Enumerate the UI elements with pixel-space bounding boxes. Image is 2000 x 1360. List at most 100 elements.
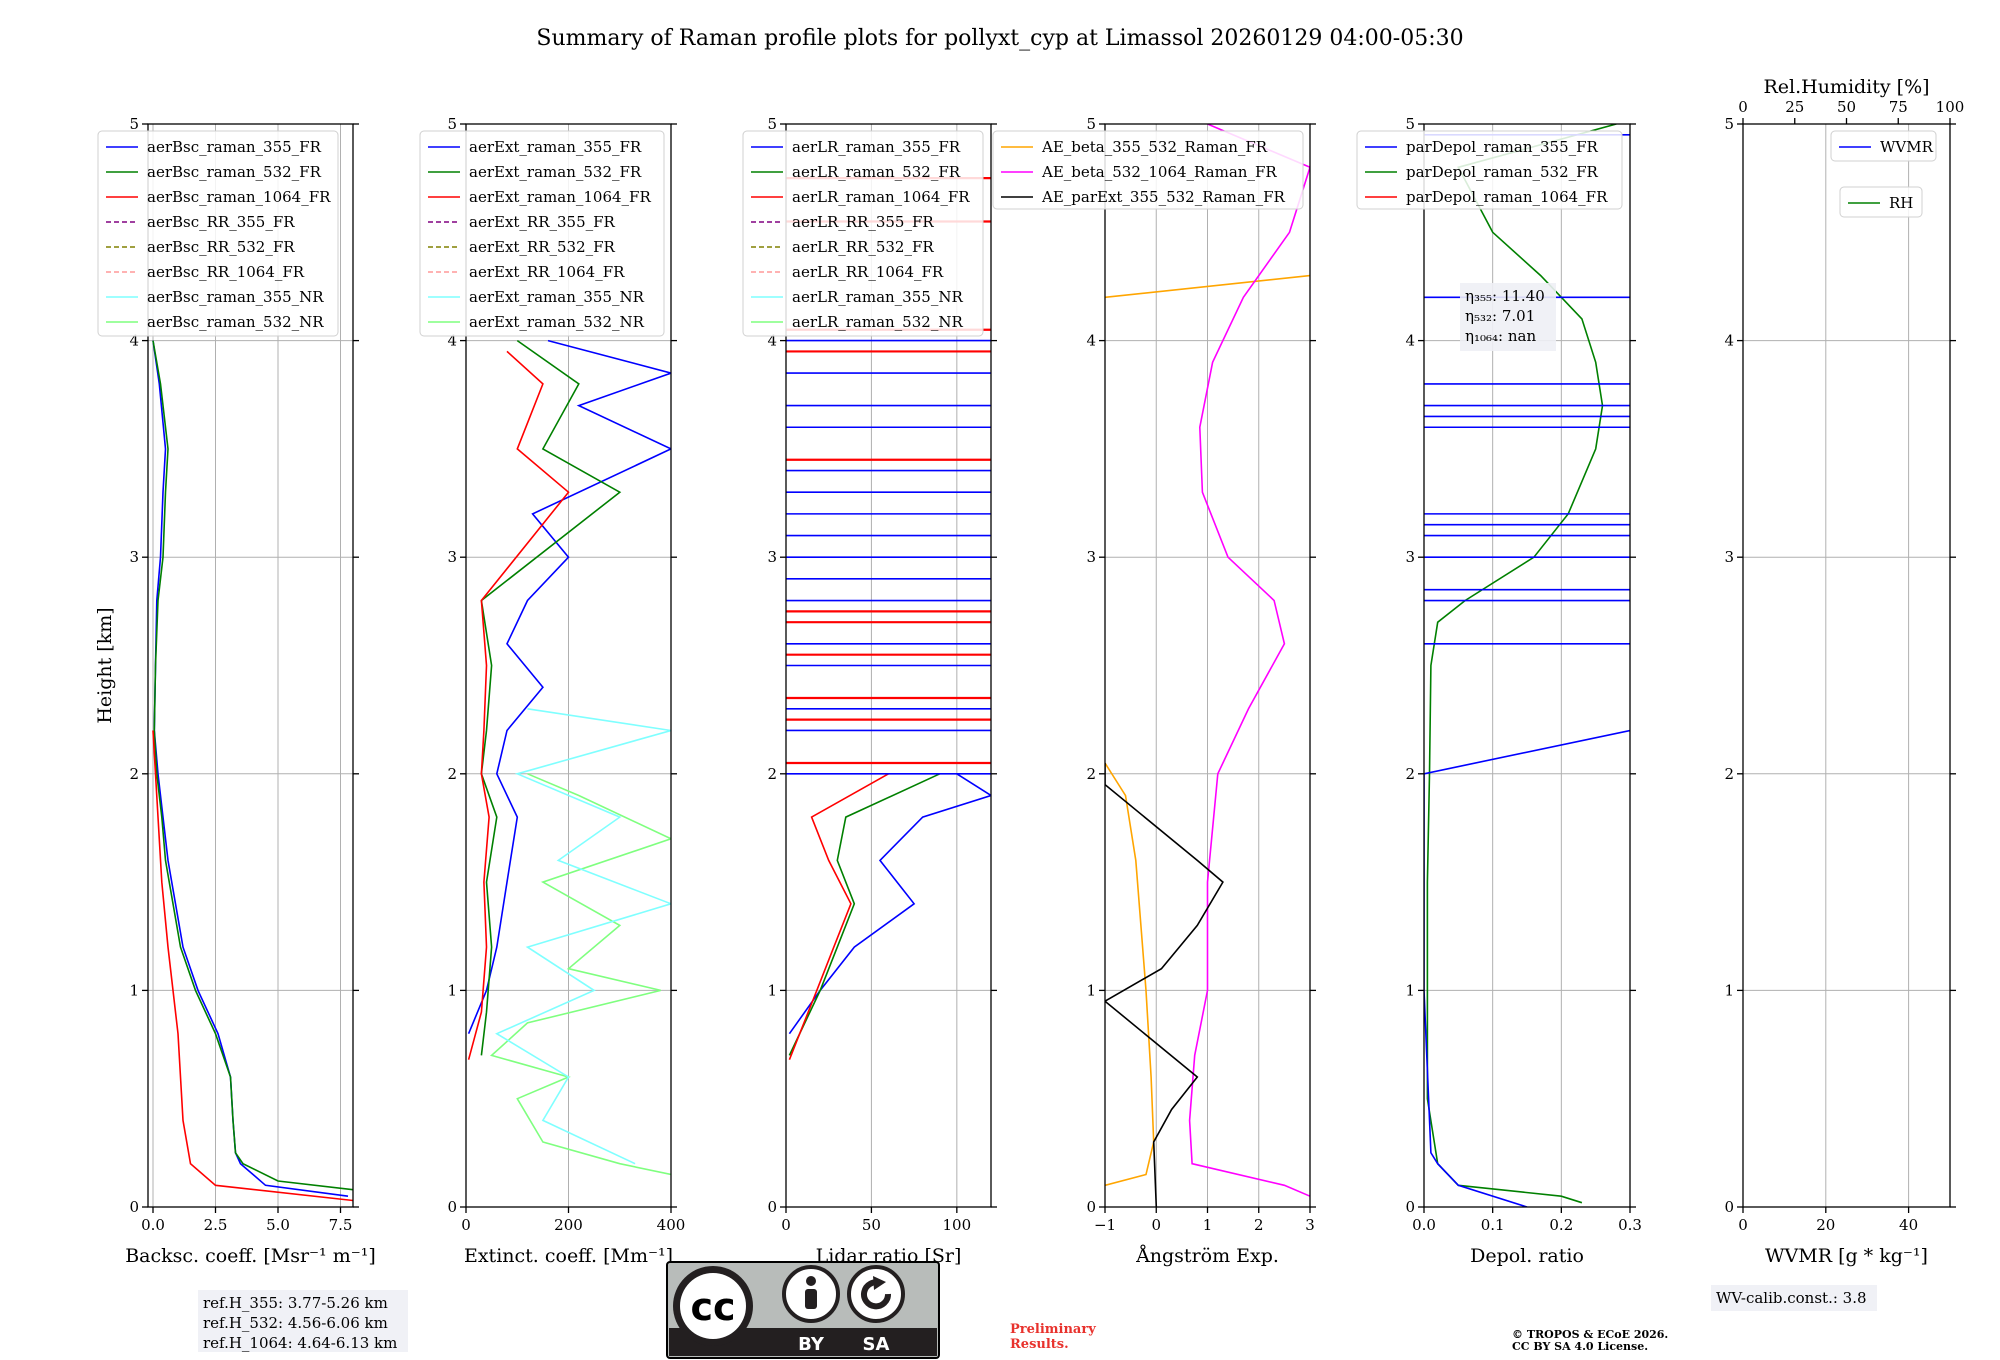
series-group: [786, 177, 991, 1060]
top-x-axis-label: Rel.Humidity [%]: [1763, 76, 1929, 98]
legend-wvmr: WVMR: [1830, 130, 1937, 162]
legend-frame: [1830, 130, 1937, 162]
y-tick-label: 2: [1086, 765, 1096, 783]
x-tick-label: 1: [1203, 1216, 1213, 1234]
series-line-aerLR_raman_355_FR: [788, 773, 991, 1035]
y-tick-label: 0: [1086, 1198, 1096, 1216]
y-tick-label: 3: [1724, 548, 1734, 566]
series-line-aerLR_raman_532_FR: [788, 773, 941, 1056]
x-tick-label: 7.5: [329, 1216, 353, 1234]
top-x-tick-label: 75: [1889, 98, 1908, 116]
y-tick-label: 4: [1724, 332, 1734, 350]
y-tick-label: 2: [447, 765, 457, 783]
y-tick-label: 1: [129, 981, 139, 999]
panel-wvmr: 0 20 40 0 1 2 3 4 5 WVMR [g * kg⁻¹] 0 25 50 75 100 Rel.…: [1711, 76, 1964, 1311]
legend-label: aerExt_raman_532_FR: [469, 163, 642, 181]
legend-lidar_ratio: aerLR_raman_355_FR aerLR_raman_532_FR aerL…: [742, 130, 984, 337]
y-tick-label: 5: [1405, 115, 1415, 133]
legend-label: aerLR_raman_532_FR: [792, 163, 961, 181]
top-x-tick-label: 25: [1785, 98, 1804, 116]
legend-label: aerBsc_raman_532_FR: [147, 163, 322, 181]
y-tick-label: 5: [1724, 115, 1734, 133]
series-line-parDepol_raman_355_FR: [1424, 729, 1630, 1207]
y-tick-label: 1: [767, 981, 777, 999]
series-group: [152, 340, 353, 1202]
legend-label: aerLR_raman_532_NR: [792, 313, 963, 331]
y-tick-label: 1: [447, 981, 457, 999]
x-tick-label: 50: [862, 1216, 881, 1234]
legend-frame: [742, 130, 984, 337]
cc-icon-text: cc: [690, 1285, 735, 1329]
legend-extinction: aerExt_raman_355_FR aerExt_raman_532_FRae…: [419, 130, 665, 337]
axes-frame: [147, 123, 354, 1208]
axes-frame: [785, 123, 992, 1208]
person-body-icon: [805, 1289, 817, 1309]
y-tick-label: 3: [1405, 548, 1415, 566]
legend-label: aerExt_raman_355_NR: [469, 288, 645, 306]
copyright-line-1: © TROPOS & ECoE 2026.: [1512, 1328, 1668, 1341]
y-tick-label: 5: [129, 115, 139, 133]
legend-label: aerLR_raman_355_FR: [792, 138, 961, 156]
x-tick-label: 200: [554, 1216, 583, 1234]
y-tick-label: 0: [1724, 1198, 1734, 1216]
series-group: [1105, 124, 1310, 1207]
series-line-aerLR_raman_1064_FR: [788, 773, 889, 1060]
legend-label: aerBsc_raman_355_FR: [147, 138, 322, 156]
cc-license-badge[interactable]: cc BY SA: [666, 1261, 940, 1359]
legend-label: aerExt_raman_355_FR: [469, 138, 642, 156]
cc-inner-circle: [680, 1273, 746, 1339]
x-tick-label: 0: [461, 1216, 471, 1234]
x-axis-label: Backsc. coeff. [Msr⁻¹ m⁻¹]: [125, 1245, 376, 1267]
series-line-AE_parExt_355_532_Raman_FR: [1105, 763, 1224, 1207]
annotation-box: [1460, 283, 1556, 351]
legend-rh: RH: [1839, 186, 1923, 218]
series-line-AE_beta_355_532_Raman_FR: [1105, 762, 1155, 1187]
series-line-AE_beta_532_1064_Raman_FR: [1188, 124, 1310, 1197]
axes-frame: [1742, 123, 1951, 1208]
cc-by-label: BY: [798, 1334, 825, 1355]
legend-label: AE_beta_355_532_Raman_FR: [1041, 138, 1268, 156]
series-line-aerExt_raman_532_NR: [489, 773, 671, 1176]
legend-label: aerLR_raman_355_NR: [792, 288, 963, 306]
annotation-box: [1711, 1285, 1877, 1311]
cc-sa-label: SA: [863, 1334, 890, 1355]
y-tick-label: 5: [447, 115, 457, 133]
y-tick-label: 3: [447, 548, 457, 566]
copyright-line-2: CC BY SA 4.0 License.: [1512, 1340, 1648, 1353]
legend-frame: [992, 130, 1304, 210]
y-tick-label: 2: [1724, 765, 1734, 783]
legend-label: aerBsc_RR_355_FR: [147, 213, 295, 231]
legend-label: AE_parExt_355_532_Raman_FR: [1041, 188, 1286, 206]
x-tick-label: 0.2: [1549, 1216, 1573, 1234]
series-line-aerBsc_raman_532_FR: [152, 340, 353, 1191]
legend-label: WVMR: [1880, 138, 1934, 156]
x-tick-label: 400: [657, 1216, 686, 1234]
series-group: [467, 339, 671, 1176]
x-tick-label: 5.0: [266, 1216, 290, 1234]
y-tick-label: 0: [1405, 1198, 1415, 1216]
x-axis-label: Extinct. coeff. [Mm⁻¹]: [464, 1245, 673, 1267]
y-tick-label: 1: [1405, 981, 1415, 999]
series-line-aerExt_raman_355_FR: [467, 339, 671, 1035]
legend-depol: parDepol_raman_355_FR parDepol_raman_532_…: [1356, 130, 1623, 210]
x-tick-label: 0.3: [1618, 1216, 1642, 1234]
share-alike-arc-icon: [861, 1279, 892, 1310]
legend-label: aerBsc_RR_532_FR: [147, 238, 295, 256]
share-alike-arrow-icon: [873, 1276, 886, 1290]
legend-label: AE_beta_532_1064_Raman_FR: [1041, 163, 1277, 181]
y-tick-label: 2: [1405, 765, 1415, 783]
legend-frame: [419, 130, 665, 337]
y-tick-label: 1: [1086, 981, 1096, 999]
top-x-tick-label: 0: [1738, 98, 1748, 116]
legend-label: aerLR_RR_532_FR: [792, 238, 934, 256]
legend-label: RH: [1889, 194, 1913, 212]
y-axis-label: Height [km]: [94, 607, 116, 723]
person-head-icon: [806, 1276, 816, 1286]
x-axis-label: Depol. ratio: [1470, 1245, 1584, 1267]
legend-label: aerExt_raman_532_NR: [469, 313, 645, 331]
legend-angstrom: AE_beta_355_532_Raman_FR AE_beta_532_1064…: [992, 130, 1304, 210]
annotation-depol: η₃₅₅: 11.40 η₅₃₂: 7.01 η₁₀₆₄: nan: [1460, 283, 1556, 351]
